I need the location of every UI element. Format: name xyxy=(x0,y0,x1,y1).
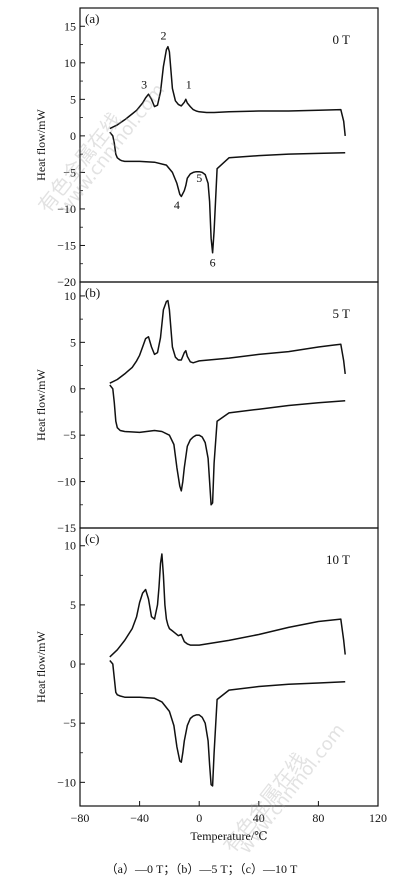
y-tick-label: −5 xyxy=(63,428,76,442)
peak-label: 2 xyxy=(160,28,166,42)
x-tick-label: −80 xyxy=(71,811,90,825)
y-axis-title: Heat flow/mW xyxy=(34,109,48,181)
panel-b: 10 5 0 −5 −10 −15 Heat flow/mW (b) 5 T xyxy=(34,281,379,535)
y-tick-label: 15 xyxy=(64,19,76,33)
x-tick-label: −40 xyxy=(130,811,149,825)
x-tick-label: 0 xyxy=(196,811,202,825)
field-label: 10 T xyxy=(326,552,350,567)
y-tick-label: 0 xyxy=(70,657,76,671)
y-tick-label: −10 xyxy=(57,202,76,216)
cooling-curve xyxy=(109,660,346,787)
y-tick-label: 10 xyxy=(64,539,76,553)
y-axis-title: Heat flow/mW xyxy=(34,631,48,703)
y-tick-label: 0 xyxy=(70,129,76,143)
y-tick-label: 10 xyxy=(64,289,76,303)
panel-label: (a) xyxy=(85,11,99,26)
peak-label: 1 xyxy=(186,77,192,91)
x-tick-label: 40 xyxy=(253,811,265,825)
x-tick-label: 80 xyxy=(312,811,324,825)
cooling-curve xyxy=(109,131,346,254)
y-tick-label: 0 xyxy=(70,382,76,396)
plot-frame xyxy=(79,527,379,807)
y-tick-label: −5 xyxy=(63,716,76,730)
field-label: 0 T xyxy=(333,32,351,47)
peak-label: 3 xyxy=(141,77,147,91)
y-tick-label: 5 xyxy=(70,335,76,349)
y-tick-label: −20 xyxy=(57,275,76,289)
heating-curve xyxy=(109,299,346,384)
y-tick-label: −10 xyxy=(57,475,76,489)
y-axis-title: Heat flow/mW xyxy=(34,369,48,441)
y-tick-label: 10 xyxy=(64,56,76,70)
panel-label: (c) xyxy=(85,531,99,546)
y-tick-label: 5 xyxy=(70,92,76,106)
y-tick-label: −15 xyxy=(57,238,76,252)
panel-c: 10 5 0 −5 −10 Heat flow/mW (c) 10 T −80 −40 0 40 80 1… xyxy=(34,527,387,843)
y-tick-label: −5 xyxy=(63,165,76,179)
panel-label: (b) xyxy=(85,285,100,300)
y-tick-label: 5 xyxy=(70,598,76,612)
cooling-curve xyxy=(109,384,346,506)
x-tick-label: 120 xyxy=(369,811,387,825)
peak-label: 4 xyxy=(174,198,180,212)
figure-caption: （a）—0 T；（b）—5 T；（c）—10 T xyxy=(105,862,298,876)
field-label: 5 T xyxy=(333,306,351,321)
y-tick-label: −10 xyxy=(57,775,76,789)
heating-curve xyxy=(109,45,346,136)
panel-a: 15 10 5 0 −5 −10 −15 −20 Heat flow/mW (a) 0 T 1 2 3 4 5… xyxy=(34,7,379,289)
x-axis-title: Temperature/℃ xyxy=(190,829,267,843)
y-tick-label: −15 xyxy=(57,521,76,535)
peak-label: 6 xyxy=(210,256,216,270)
peak-label: 5 xyxy=(196,171,202,185)
heating-curve xyxy=(109,553,346,658)
plot-frame xyxy=(79,7,379,283)
